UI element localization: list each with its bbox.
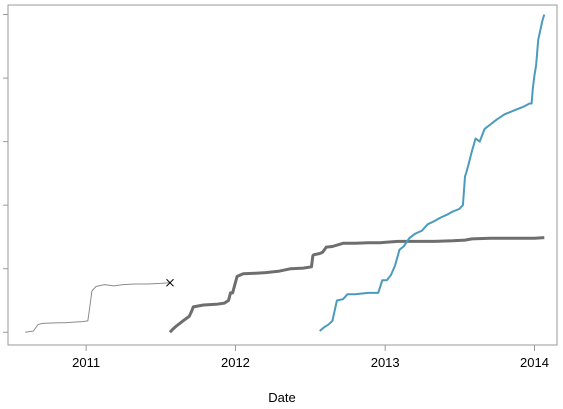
x-axis-ticks: 2011 2012 2013 2014 [72,345,549,370]
x-tick-label: 2014 [520,355,549,370]
x-tick-label: 2013 [371,355,400,370]
y-axis-ticks [3,15,8,333]
x-axis-title: Date [268,390,295,405]
series-layer [25,15,544,333]
plot-frame [8,5,557,345]
series-line-1 [25,283,170,333]
series-line-2 [170,238,544,333]
x-tick-label: 2012 [221,355,250,370]
series-line-3 [320,15,545,332]
x-tick-label: 2011 [72,355,100,370]
